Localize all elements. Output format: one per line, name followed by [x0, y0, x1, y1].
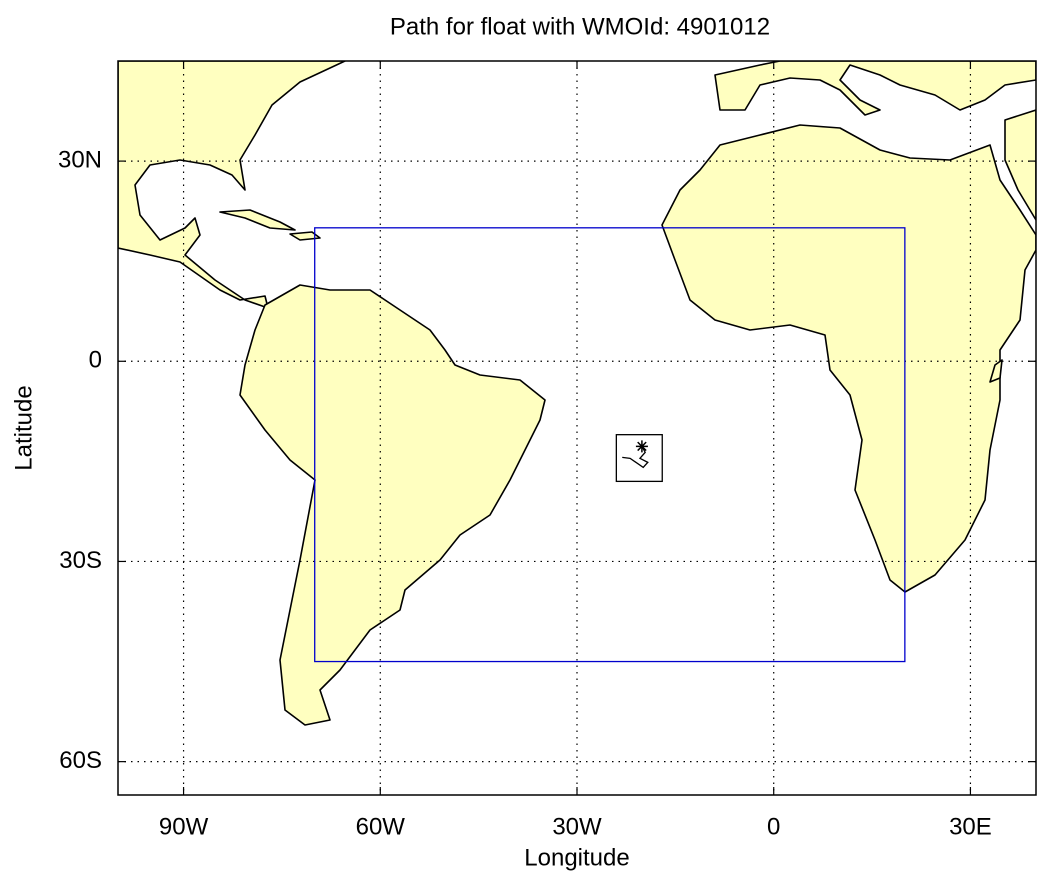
y-tick-label: 30N [58, 146, 102, 173]
x-tick-label: 60W [356, 813, 406, 840]
y-tick-label: 30S [59, 547, 102, 574]
cuba [219, 209, 296, 231]
y-axis-label: Latitude [10, 385, 37, 470]
south-america [239, 284, 546, 726]
land-layer [118, 61, 1036, 726]
x-axis-label: Longitude [524, 844, 629, 871]
north-america [118, 61, 346, 309]
float-path [622, 446, 649, 469]
chart-title: Path for float with WMOId: 4901012 [390, 13, 770, 40]
africa [661, 124, 1036, 593]
x-tick-label: 0 [767, 813, 780, 840]
float-start-marker [635, 440, 648, 453]
madagascar [989, 359, 1003, 383]
x-tick-label: 90W [159, 813, 209, 840]
europe [714, 61, 1036, 116]
y-tick-label: 60S [59, 747, 102, 774]
hispaniola [289, 231, 321, 241]
y-tick-label: 0 [89, 347, 102, 374]
arabia [1004, 109, 1036, 221]
x-tick-label: 30W [552, 813, 602, 840]
x-tick-label: 30E [949, 813, 992, 840]
region-box [615, 434, 663, 483]
region-box [314, 227, 906, 663]
